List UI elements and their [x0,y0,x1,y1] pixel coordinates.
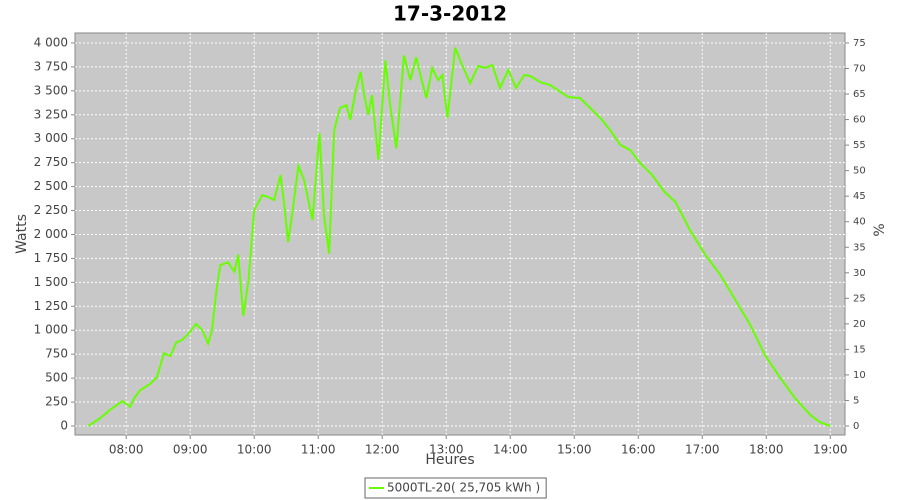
y2-tick-label: 15 [853,344,866,355]
x-tick-label: 14:00 [493,443,528,457]
y-tick-label: 1 500 [34,275,68,289]
y-tick-label: 0 [60,418,68,432]
x-tick-label: 09:00 [173,443,208,457]
y2-tick-label: 70 [853,63,866,74]
y2-tick-label: 0 [853,421,859,432]
y2-tick-label: 10 [853,370,866,381]
y2-tick-label: 65 [853,89,866,100]
x-tick-label: 15:00 [557,443,592,457]
x-tick-label: 18:00 [749,443,784,457]
data-line [87,47,831,427]
y2-tick-label: 55 [853,140,866,151]
y-tick-label: 750 [45,347,68,361]
x-tick-label: 17:00 [685,443,720,457]
y-tick-label: 3 750 [34,59,68,73]
y2-tick-label: 35 [853,242,866,253]
x-tick-label: 11:00 [301,443,336,457]
y-tick-label: 1 250 [34,299,68,313]
x-tick-label: 12:00 [365,443,400,457]
y-tick-label: 4 000 [34,35,68,49]
y-tick-label: 1 750 [34,251,68,265]
x-axis-label: Heures [425,452,474,468]
x-tick-label: 08:00 [109,443,144,457]
x-tick-label: 13:00 [429,443,464,457]
y2-tick-label: 60 [853,115,866,126]
legend-label: 5000TL-20( 25,705 kWh ) [387,481,540,495]
y-tick-label: 3 000 [34,131,68,145]
y2-tick-label: 40 [853,217,866,228]
y2-tick-label: 75 [853,38,866,49]
legend-box [364,477,547,499]
x-tick-label: 16:00 [621,443,656,457]
y2-tick-label: 25 [853,293,866,304]
x-tick-label: 19:00 [813,443,848,457]
y-tick-label: 3 500 [34,83,68,97]
y-tick-label: 2 500 [34,179,68,193]
y-tick-label: 250 [45,395,68,409]
y-tick-label: 2 750 [34,155,68,169]
y-tick-label: 2 250 [34,203,68,217]
x-tick-label: 10:00 [237,443,272,457]
legend: 5000TL-20( 25,705 kWh ) [364,477,547,499]
y2-tick-label: 45 [853,191,866,202]
y2-tick-label: 30 [853,268,866,279]
y-tick-label: 3 250 [34,107,68,121]
y-tick-label: 1 000 [34,323,68,337]
y-axis-label: Watts [14,214,30,254]
y-tick-label: 500 [45,371,68,385]
y2-tick-label: 50 [853,166,866,177]
y-tick-label: 2 000 [34,227,68,241]
chart-title: 17-3-2012 [393,2,507,26]
y2-axis-label: % [872,223,888,236]
y2-tick-label: 5 [853,395,859,406]
y2-tick-label: 20 [853,319,866,330]
